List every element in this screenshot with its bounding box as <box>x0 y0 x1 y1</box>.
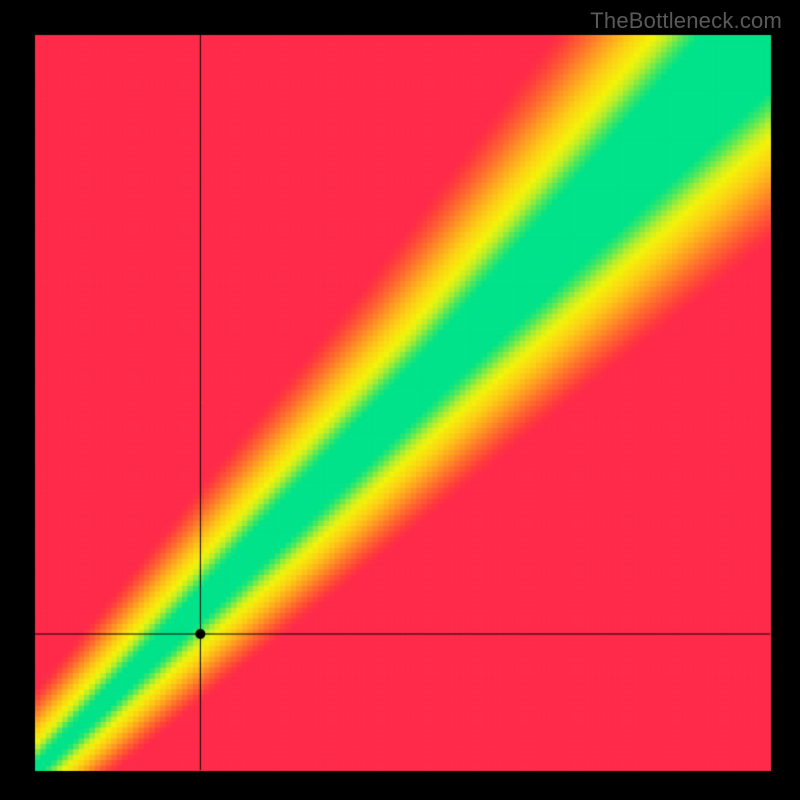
bottleneck-heatmap <box>0 0 800 800</box>
watermark-text: TheBottleneck.com <box>590 8 782 34</box>
